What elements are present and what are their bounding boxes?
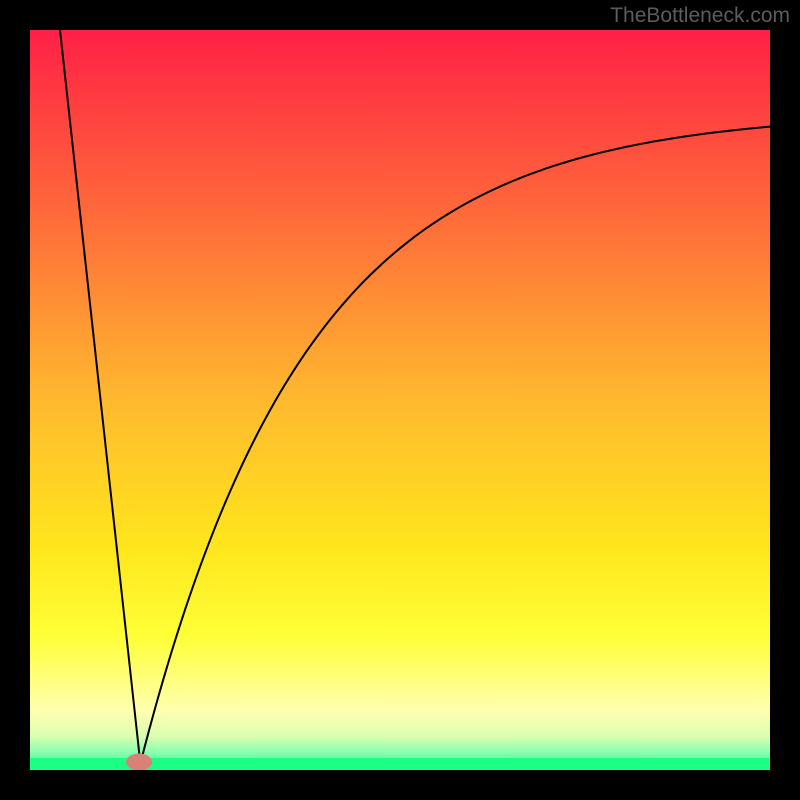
watermark-text: TheBottleneck.com xyxy=(610,4,790,28)
chart-plot-area xyxy=(30,30,770,770)
minimum-marker xyxy=(126,754,152,771)
chart-svg xyxy=(30,30,770,770)
